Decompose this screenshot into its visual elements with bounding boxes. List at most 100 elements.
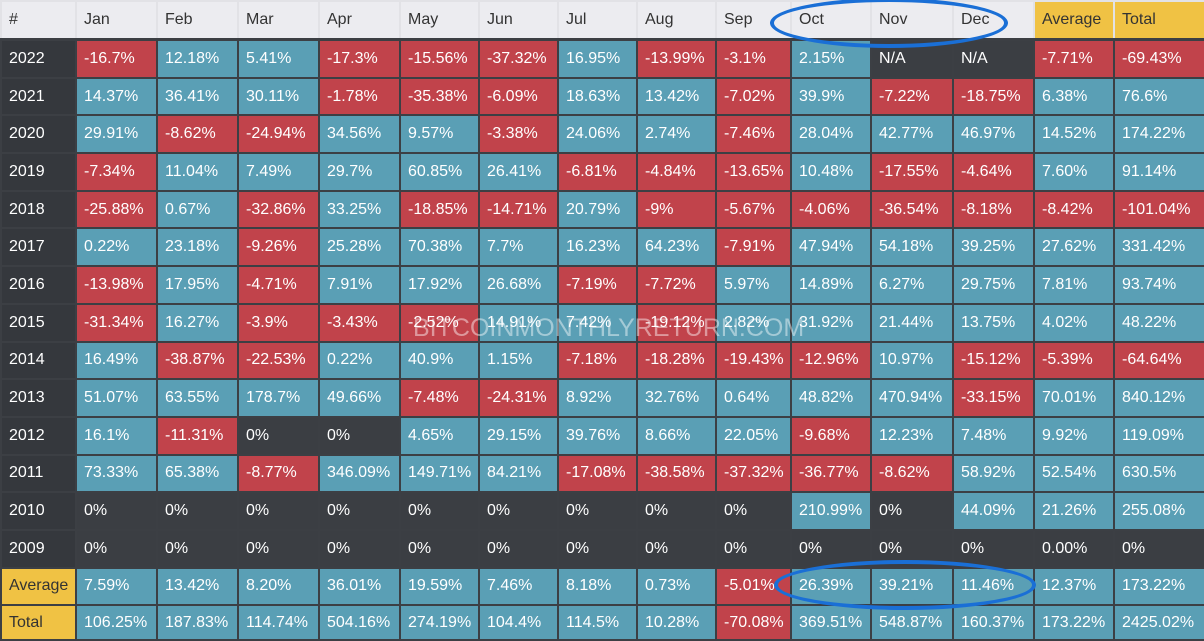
return-cell-may: 19.59% bbox=[399, 566, 480, 607]
return-cell-oct: 26.39% bbox=[790, 566, 872, 607]
return-cell-aug: 10.28% bbox=[636, 604, 717, 641]
column-header-dec[interactable]: Dec bbox=[952, 0, 1035, 41]
year-row: 2014 16.49% -38.87% -22.53% 0.22% 40.9% 1.15% -… bbox=[0, 340, 1204, 381]
return-cell-sep: -37.32% bbox=[715, 453, 792, 494]
return-cell-jan: -16.7% bbox=[75, 38, 158, 79]
return-cell-mar: 0% bbox=[237, 415, 320, 456]
return-cell-apr: 25.28% bbox=[318, 227, 401, 268]
return-cell-jan: 0.22% bbox=[75, 227, 158, 268]
return-cell-mar: -3.9% bbox=[237, 302, 320, 343]
return-cell-jul: 0% bbox=[557, 491, 638, 531]
return-cell-may: -2.52% bbox=[399, 302, 480, 343]
column-header-may[interactable]: May bbox=[399, 0, 480, 41]
return-cell-jun: -24.31% bbox=[478, 378, 559, 418]
column-header-aug[interactable]: Aug bbox=[636, 0, 717, 41]
return-cell-nov: 0% bbox=[870, 528, 954, 569]
return-cell-oct: 369.51% bbox=[790, 604, 872, 641]
return-cell-dec: 39.25% bbox=[952, 227, 1035, 268]
return-cell-jul: -17.08% bbox=[557, 453, 638, 494]
return-cell-average: 70.01% bbox=[1033, 378, 1115, 418]
return-cell-mar: 0% bbox=[237, 491, 320, 531]
return-cell-dec: 46.97% bbox=[952, 114, 1035, 155]
return-cell-aug: 0% bbox=[636, 528, 717, 569]
return-cell-aug: -7.72% bbox=[636, 265, 717, 305]
return-cell-jun: -3.38% bbox=[478, 114, 559, 155]
return-cell-mar: -32.86% bbox=[237, 189, 320, 230]
return-cell-feb: -11.31% bbox=[156, 415, 239, 456]
return-cell-oct: 0% bbox=[790, 528, 872, 569]
return-cell-total: 119.09% bbox=[1113, 415, 1204, 456]
column-header-jan[interactable]: Jan bbox=[75, 0, 158, 41]
column-header-jul[interactable]: Jul bbox=[557, 0, 638, 41]
column-header-jun[interactable]: Jun bbox=[478, 0, 559, 41]
column-header-apr[interactable]: Apr bbox=[318, 0, 401, 41]
year-row: 2020 29.91% -8.62% -24.94% 34.56% 9.57% -3.38%… bbox=[0, 114, 1204, 155]
return-cell-apr: 36.01% bbox=[318, 566, 401, 607]
return-cell-jul: 39.76% bbox=[557, 415, 638, 456]
return-cell-jul: 7.42% bbox=[557, 302, 638, 343]
year-label: 2016 bbox=[0, 265, 77, 305]
year-label: 2021 bbox=[0, 76, 77, 117]
return-cell-feb: 16.27% bbox=[156, 302, 239, 343]
summary-row-average: Average 7.59% 13.42% 8.20% 36.01% 19.59% 7.46%… bbox=[0, 566, 1204, 607]
return-cell-oct: -12.96% bbox=[790, 340, 872, 381]
year-label: 2019 bbox=[0, 152, 77, 192]
return-cell-feb: 11.04% bbox=[156, 152, 239, 192]
return-cell-sep: 0% bbox=[715, 528, 792, 569]
return-cell-jan: 14.37% bbox=[75, 76, 158, 117]
return-cell-average: 27.62% bbox=[1033, 227, 1115, 268]
return-cell-average: 7.60% bbox=[1033, 152, 1115, 192]
return-cell-sep: -70.08% bbox=[715, 604, 792, 641]
return-cell-feb: 12.18% bbox=[156, 38, 239, 79]
return-cell-oct: 31.92% bbox=[790, 302, 872, 343]
column-header-oct[interactable]: Oct bbox=[790, 0, 872, 41]
year-row: 2016 -13.98% 17.95% -4.71% 7.91% 17.92% 26.68%… bbox=[0, 265, 1204, 305]
return-cell-feb: 187.83% bbox=[156, 604, 239, 641]
return-cell-jul: 18.63% bbox=[557, 76, 638, 117]
return-cell-mar: 7.49% bbox=[237, 152, 320, 192]
return-cell-aug: 64.23% bbox=[636, 227, 717, 268]
column-header-mar[interactable]: Mar bbox=[237, 0, 320, 41]
return-cell-may: 4.65% bbox=[399, 415, 480, 456]
column-header-nov[interactable]: Nov bbox=[870, 0, 954, 41]
column-header-year[interactable]: # bbox=[0, 0, 77, 41]
return-cell-dec: 44.09% bbox=[952, 491, 1035, 531]
column-header-average[interactable]: Average bbox=[1033, 0, 1115, 41]
return-cell-jan: -31.34% bbox=[75, 302, 158, 343]
return-cell-apr: 504.16% bbox=[318, 604, 401, 641]
return-cell-total: 255.08% bbox=[1113, 491, 1204, 531]
return-cell-mar: -4.71% bbox=[237, 265, 320, 305]
return-cell-sep: 2.82% bbox=[715, 302, 792, 343]
column-header-feb[interactable]: Feb bbox=[156, 0, 239, 41]
year-row: 2015 -31.34% 16.27% -3.9% -3.43% -2.52% 14.91%… bbox=[0, 302, 1204, 343]
year-row: 2021 14.37% 36.41% 30.11% -1.78% -35.38% -6.09… bbox=[0, 76, 1204, 117]
return-cell-average: 52.54% bbox=[1033, 453, 1115, 494]
return-cell-sep: -13.65% bbox=[715, 152, 792, 192]
column-header-total[interactable]: Total bbox=[1113, 0, 1204, 41]
return-cell-apr: 7.91% bbox=[318, 265, 401, 305]
return-cell-dec: 7.48% bbox=[952, 415, 1035, 456]
return-cell-jan: 16.49% bbox=[75, 340, 158, 381]
return-cell-total: 630.5% bbox=[1113, 453, 1204, 494]
return-cell-feb: 13.42% bbox=[156, 566, 239, 607]
return-cell-sep: -5.01% bbox=[715, 566, 792, 607]
return-cell-jun: -37.32% bbox=[478, 38, 559, 79]
return-cell-jun: 0% bbox=[478, 528, 559, 569]
row-label: Average bbox=[0, 566, 77, 607]
return-cell-feb: -8.62% bbox=[156, 114, 239, 155]
return-cell-apr: 34.56% bbox=[318, 114, 401, 155]
return-cell-jun: 29.15% bbox=[478, 415, 559, 456]
return-cell-average: -7.71% bbox=[1033, 38, 1115, 79]
year-label: 2010 bbox=[0, 491, 77, 531]
return-cell-dec: 0% bbox=[952, 528, 1035, 569]
year-label: 2022 bbox=[0, 38, 77, 79]
return-cell-aug: -4.84% bbox=[636, 152, 717, 192]
return-cell-apr: 0% bbox=[318, 491, 401, 531]
return-cell-mar: -22.53% bbox=[237, 340, 320, 381]
column-header-sep[interactable]: Sep bbox=[715, 0, 792, 41]
year-row: 2010 0% 0% 0% 0% 0% 0% 0% 0% 0% 210.99% 0% 44.09% 21.… bbox=[0, 491, 1204, 531]
return-cell-total: 93.74% bbox=[1113, 265, 1204, 305]
return-cell-feb: 0% bbox=[156, 528, 239, 569]
return-cell-nov: -7.22% bbox=[870, 76, 954, 117]
